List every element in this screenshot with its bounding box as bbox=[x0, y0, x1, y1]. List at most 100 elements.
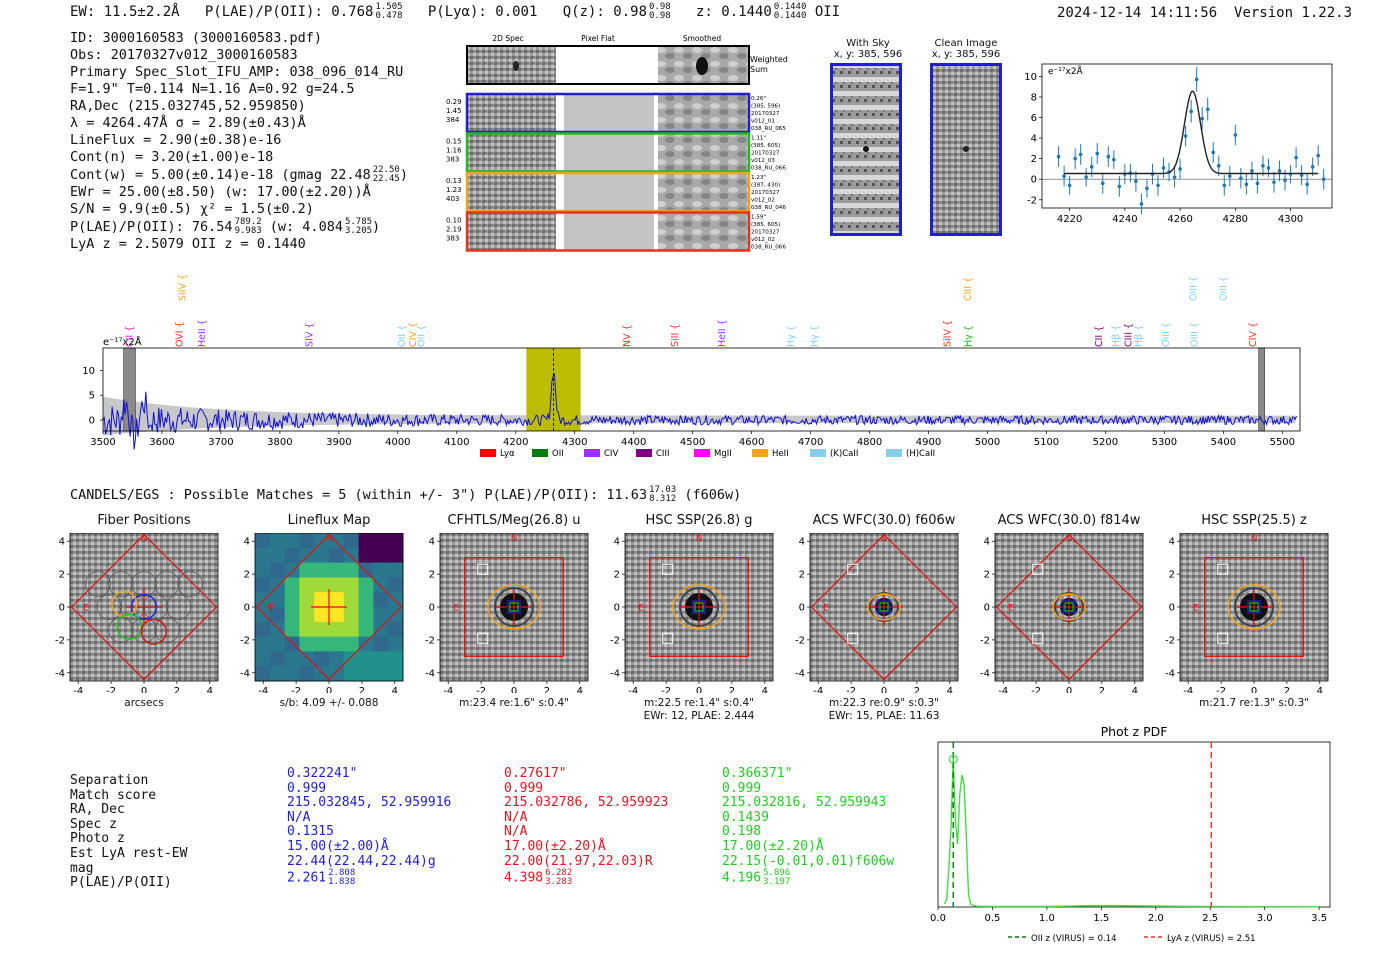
match-cell: 215.032845, 52.959916 bbox=[287, 795, 451, 811]
match-plae-frac: 5.896 3.197 bbox=[763, 869, 790, 887]
cutout-xtick-label: -4 bbox=[258, 686, 268, 693]
compass-n: N bbox=[511, 534, 518, 544]
other-match-box bbox=[1217, 632, 1229, 644]
clean-stamp bbox=[930, 63, 1002, 236]
cutout-caption: m:21.7 re:1.3" s:0.3" bbox=[1199, 697, 1309, 709]
legend-label: OII bbox=[552, 449, 564, 459]
cutout-xtick-label: 0 bbox=[141, 686, 147, 693]
match-cell-text: 17.00(±2.20)Å bbox=[722, 838, 824, 854]
aperture-box bbox=[1204, 557, 1304, 657]
z-value: z: 0.1440 bbox=[696, 4, 772, 20]
label-match-score: Match score bbox=[70, 787, 157, 803]
spec-xtick-label: 3500 bbox=[90, 437, 115, 448]
cutout-ytick-label: 0 bbox=[799, 603, 805, 614]
cutout-xtick-label: 2 bbox=[1099, 686, 1105, 693]
compass-e: E bbox=[1008, 603, 1014, 613]
match-plae-lo: 3.283 bbox=[545, 877, 573, 888]
col-title-smooth: Smoothed bbox=[683, 34, 722, 43]
lineflux-pixel bbox=[314, 562, 330, 578]
match-cell: N/A bbox=[287, 810, 451, 826]
cutout-caption-2: EWr: 12, PLAE: 2.444 bbox=[643, 710, 755, 722]
match-cell-text: 17.00(±2.20)Å bbox=[504, 838, 606, 854]
fiber-left-label: 2.19 bbox=[446, 226, 462, 234]
plae-end: ) bbox=[372, 219, 381, 235]
cutout-ytick-label: -2 bbox=[425, 635, 435, 646]
lineflux-pixel bbox=[329, 592, 345, 608]
lineflux-pixel bbox=[299, 636, 315, 652]
legend-swatch bbox=[584, 449, 600, 457]
cutout-ytick-label: -2 bbox=[610, 635, 620, 646]
legend-label: HeII bbox=[772, 449, 789, 459]
lineflux-pixel bbox=[269, 651, 286, 667]
match-cell-text: 2.261 bbox=[287, 870, 327, 886]
lineflux-pixel bbox=[284, 666, 300, 682]
lineflux-pixel bbox=[358, 621, 374, 638]
info-contn: Cont(n) = 3.20(±1.00)e-18 bbox=[70, 149, 274, 165]
fiber-circle-green bbox=[116, 613, 143, 640]
weighted-sum-row: Weighted Sum bbox=[466, 45, 788, 85]
lineflux-pixel bbox=[269, 592, 286, 608]
spec-ytick-label: 10 bbox=[82, 366, 95, 377]
line-marker: CIII { bbox=[963, 277, 974, 301]
zoom-xtick-label: 4280 bbox=[1223, 214, 1248, 225]
cutout-ytick-label: 2 bbox=[244, 570, 250, 581]
source-halo bbox=[494, 587, 534, 627]
zoom-point bbox=[1089, 165, 1094, 169]
info-block: ID: 3000160583 (3000160583.pdf) Obs: 201… bbox=[70, 30, 408, 253]
zoom-point bbox=[1073, 156, 1077, 161]
plae-hi: 1.505 bbox=[375, 2, 403, 12]
cutout-ytick-label: 2 bbox=[984, 570, 990, 581]
lineflux-pixel bbox=[373, 621, 389, 638]
line-marker-label: Hγ { bbox=[810, 325, 821, 347]
cutout-ytick-label: 2 bbox=[59, 570, 65, 581]
match-cell: 22.00(21.97,22.03)R bbox=[504, 853, 668, 870]
line-marker-label: SiIV { bbox=[178, 275, 189, 301]
match-box-blue bbox=[507, 600, 521, 614]
spectrum-line bbox=[102, 372, 1297, 450]
label-spec-z: Spec z bbox=[70, 816, 117, 832]
spectrum-axes bbox=[102, 347, 1301, 432]
lineflux-pixel bbox=[255, 621, 271, 638]
zoom-point bbox=[1255, 181, 1260, 186]
match-cell-text: 22.00(21.97,22.03)R bbox=[504, 853, 653, 869]
fiber-circle bbox=[131, 617, 157, 643]
lineflux-pixel bbox=[358, 577, 374, 593]
match-box-green bbox=[1064, 602, 1074, 612]
spec-xtick-label: 5100 bbox=[1034, 437, 1059, 448]
lineflux-pixel bbox=[373, 547, 389, 564]
compass-n: N bbox=[326, 534, 333, 544]
lineflux-pixel bbox=[255, 651, 271, 667]
zoom-ytick-label: 6 bbox=[1031, 113, 1037, 124]
cutout-xtick-label: -2 bbox=[1031, 686, 1041, 693]
match-cell: 4.398 6.282 3.283 bbox=[504, 869, 668, 887]
label-mag: mag bbox=[70, 860, 94, 876]
line-marker-label: CIV { bbox=[1248, 322, 1259, 347]
lineflux-pixel bbox=[255, 636, 271, 652]
lineflux-pixel bbox=[299, 592, 315, 608]
weighted-label-2: Sum bbox=[750, 65, 768, 74]
lineflux-pixel bbox=[358, 666, 374, 682]
cutout-panel: N E -4 -4 -2 -2 0 0 2 2 4 4 bbox=[980, 533, 1144, 693]
fit-ellipse bbox=[672, 584, 726, 630]
cutout-title: ACS WFC(30.0) f606w bbox=[812, 513, 956, 528]
line-marker-label: OII { bbox=[416, 325, 427, 347]
lineflux-pixel bbox=[255, 666, 271, 682]
fiber-left-label: 1.23 bbox=[446, 186, 462, 194]
full-spectrum-plot: e⁻¹⁷x2Å 3500 3600 3700 3800 3900 4000 4100 4200 4… bbox=[82, 275, 1301, 459]
lineflux-pixel bbox=[343, 636, 360, 652]
lineflux-pixel bbox=[284, 636, 300, 652]
cutout-xtick-label: -4 bbox=[443, 686, 453, 693]
clean-label: Clean Image bbox=[934, 38, 998, 49]
info-params: F=1.9" T=0.114 N=1.16 A=0.92 g=24.5 bbox=[70, 81, 355, 97]
cutout-title: ACS WFC(30.0) f814w bbox=[997, 513, 1141, 528]
fiber-left-label: 383 bbox=[446, 235, 459, 243]
fiber-circle bbox=[165, 594, 192, 620]
lineflux-pixel bbox=[388, 592, 404, 608]
cutout-xtick-label: 4 bbox=[577, 686, 583, 693]
fiber-circle bbox=[154, 571, 180, 597]
other-match-box bbox=[477, 563, 489, 575]
col-title-flat: Pixel Flat bbox=[581, 34, 615, 43]
match-box-blue bbox=[692, 600, 706, 614]
